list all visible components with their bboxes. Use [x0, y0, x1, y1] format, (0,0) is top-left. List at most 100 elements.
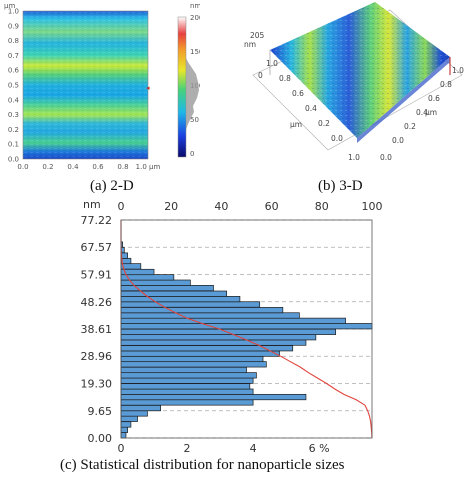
map-x-tick: 1.0 µm — [136, 163, 161, 171]
top-axis-tick: 0 — [118, 200, 125, 213]
map-x-tick: 0.2 — [42, 163, 53, 171]
marker-icon: ◂ — [146, 84, 150, 92]
y-unit-label: nm — [83, 198, 101, 211]
colorbar-tick: 150 — [190, 48, 200, 56]
map-y-tick: 0.7 — [8, 52, 19, 60]
histogram-bar — [120, 328, 337, 335]
map-y-tick: 0.2 — [8, 126, 19, 134]
y-tick-label: 9.65 — [88, 405, 113, 418]
histogram-bar — [120, 432, 127, 439]
top-axis-tick: 80 — [315, 200, 329, 213]
y-tick-label: 38.61 — [81, 323, 113, 336]
map-x-tick: 0.6 — [92, 163, 104, 171]
panel-a-2d-map: µm 1.0 0.9 0.8 0.7 0.6 0.5 0.4 0.3 0.2 0.1 0.0 0.0… — [4, 2, 200, 171]
surface-left-tick: 0.0 — [331, 134, 343, 143]
histogram-bar — [120, 317, 346, 324]
histogram-bar — [120, 421, 132, 428]
map-x-tick: 0.4 — [67, 163, 79, 171]
histogram-bar — [120, 393, 307, 401]
histogram-bar — [120, 355, 264, 363]
z-unit: nm — [244, 40, 256, 49]
z-zero: 0 — [258, 71, 263, 80]
bottom-right-tick: 0.0 — [380, 153, 392, 162]
surface-right-tick: 0.8 — [440, 80, 452, 89]
colorbar-tick: 200 — [190, 14, 200, 22]
map-y-tick: 0.1 — [8, 141, 19, 149]
map-x-tick: 0.0 — [17, 163, 28, 171]
y-tick-label: 48.26 — [81, 296, 113, 309]
colorbar-histogram — [186, 58, 199, 130]
map-y-tick: 0.0 — [8, 156, 19, 164]
panel-a-caption: (a) 2-D — [90, 178, 134, 194]
colorbar-unit: nm — [190, 2, 200, 10]
panel-b-caption: (b) 3-D — [318, 178, 363, 194]
y-tick-label: 77.22 — [81, 214, 113, 227]
colorbar-tick: 0 — [190, 150, 194, 158]
bottom-axis-tick: 4 — [250, 442, 257, 455]
histogram-bar — [120, 307, 284, 314]
surface-left-tick: 1.0 — [266, 59, 278, 68]
surface-right-unit: µm — [425, 108, 437, 117]
histogram-bar — [120, 290, 228, 297]
bottom-axis-tick: 6 % — [309, 442, 330, 455]
surface-right-tick: 0.6 — [428, 94, 440, 103]
surface-left-tick: 0.6 — [292, 89, 304, 98]
top-axis-tick: 60 — [265, 200, 279, 213]
map-y-tick: 0.6 — [8, 67, 20, 75]
y-tick-label: 0.00 — [88, 432, 113, 445]
histogram-bar — [120, 366, 247, 374]
cumulative-curve — [120, 220, 373, 439]
histogram-bar — [120, 426, 128, 433]
surface-right-tick: 1.0 — [452, 66, 464, 75]
plot-frame — [120, 219, 373, 439]
bottom-axis-tick: 0 — [118, 442, 125, 455]
histogram-bar — [120, 296, 241, 303]
bottom-left-tick: 1.0 — [348, 153, 360, 162]
y-tick-label: 28.96 — [81, 350, 113, 363]
histogram-bar — [120, 399, 254, 406]
map-y-tick: 0.4 — [8, 96, 20, 104]
histogram-bar — [120, 345, 294, 352]
surface-left-tick: 0.2 — [318, 119, 330, 128]
panel-b-3d-surface: nm 205 0 1.00.80.60.40.20.0µm 1.00.80.60… — [244, 2, 464, 162]
surface-right-tick: 0.4 — [416, 108, 428, 117]
histogram-bar — [120, 405, 161, 412]
map-y-tick: 0.5 — [8, 82, 19, 90]
map-y-tick: 0.9 — [8, 22, 19, 30]
histogram-bar — [120, 383, 251, 390]
y-tick-label: 57.91 — [81, 269, 113, 282]
top-axis-tick: 100 — [362, 200, 383, 213]
histogram-bar — [120, 312, 300, 319]
histogram-bar — [120, 323, 373, 330]
map-y-tick: 0.8 — [8, 37, 19, 45]
histogram-bar — [120, 339, 307, 346]
top-axis-tick: 40 — [214, 200, 228, 213]
panel-c-caption: (c) Statistical distribution for nanopar… — [60, 457, 345, 473]
y-tick-label: 19.30 — [81, 378, 113, 391]
histogram-bar — [120, 372, 257, 379]
surface-left-tick: 0.8 — [279, 74, 291, 83]
panel-a-unit-label: µm — [4, 2, 15, 10]
surface-right-tick: 0.2 — [404, 122, 416, 131]
histogram-bar — [120, 410, 148, 417]
surface-left-tick: 0.4 — [305, 104, 317, 113]
histogram-bar — [120, 415, 138, 422]
surface-left-unit: µm — [290, 120, 302, 129]
z-max: 205 — [250, 31, 265, 40]
histogram-bar — [120, 361, 267, 368]
colorbar — [177, 16, 187, 158]
surface-right-tick: 0.0 — [392, 136, 404, 145]
map-x-tick: 0.8 — [117, 163, 128, 171]
bottom-axis-tick: 2 — [184, 442, 191, 455]
histogram-chart: nm 77.22 67.57 57.91 48.26 38.61 28.96 19.30 9.… — [81, 198, 383, 455]
map-y-tick: 0.3 — [8, 111, 19, 119]
map-y-tick: 1.0 — [8, 8, 19, 16]
histogram-bar — [120, 377, 254, 384]
colorbar-tick: 50 — [190, 116, 199, 124]
histogram-bar — [120, 334, 317, 341]
histogram-bar — [120, 388, 254, 395]
histogram-bar — [120, 350, 280, 357]
top-axis-tick: 20 — [164, 200, 178, 213]
y-tick-label: 67.57 — [81, 241, 113, 254]
histogram-bar — [120, 301, 261, 308]
